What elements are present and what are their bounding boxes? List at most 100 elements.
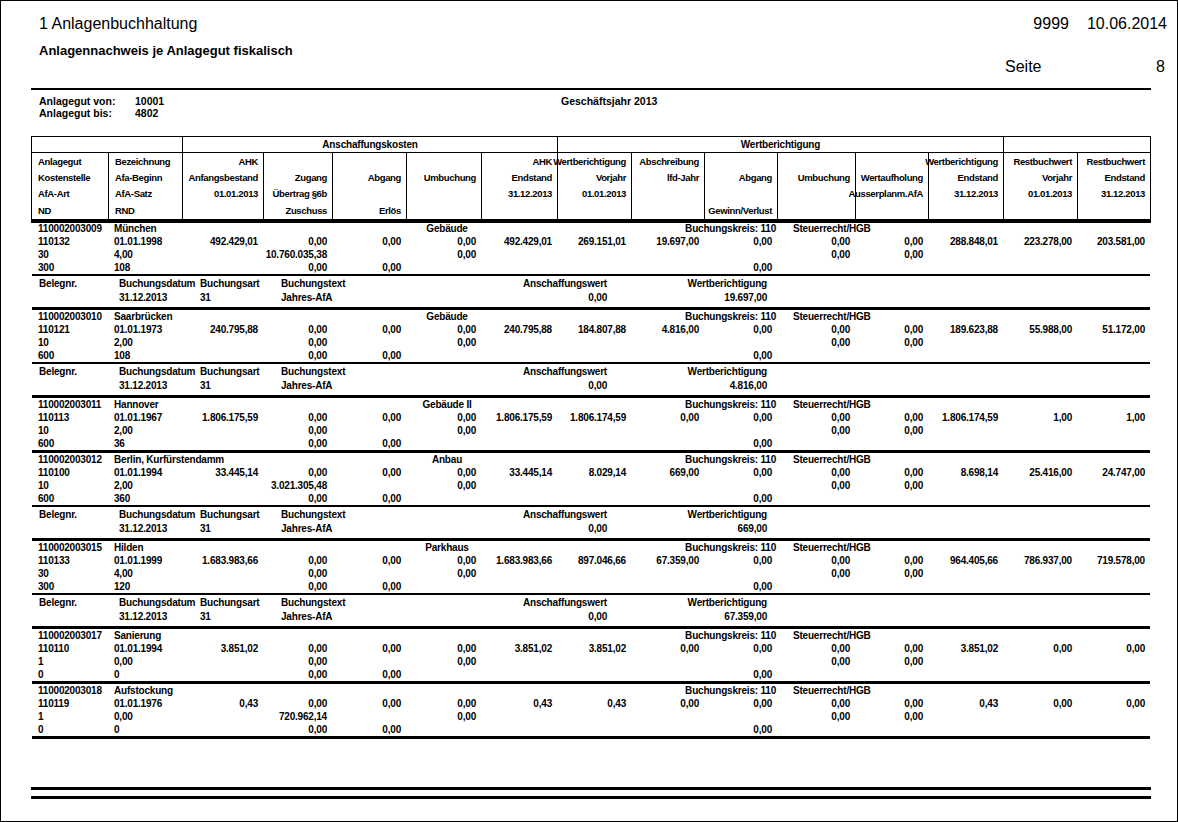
- cell-bezeichnung: 2,00: [108, 336, 182, 349]
- cell-ahk-anfangsbestand: 240.795,88: [182, 323, 263, 336]
- asset-title-row: 110002003011HannoverGebäude IIBuchungskr…: [32, 398, 1150, 411]
- cell-anlagegut: 10: [32, 479, 108, 492]
- cell-zugang: 0,00: [263, 411, 332, 424]
- column-header-line: Zuschuss: [264, 203, 327, 219]
- asset-data-row-3: 3001080,000,000,00: [32, 261, 1150, 274]
- asset-data-row-1: 11011001.01.19943.851,020,000,000,003.85…: [32, 642, 1150, 655]
- buchungskreis: Buchungskreis: 110: [631, 629, 777, 642]
- cell-zugang: 0,00: [263, 567, 332, 580]
- cell-ahk-anfangsbestand: [182, 336, 263, 349]
- cell-wb-endstand: [928, 261, 1003, 274]
- column-header-line: AHK: [183, 154, 258, 170]
- asset-data-row-3: 6003600,000,000,00: [32, 492, 1150, 505]
- asset-block-110002003017: 110002003017SanierungBuchungskreis: 110S…: [32, 629, 1150, 684]
- beleg-value-0: [32, 610, 119, 624]
- cell-ahk-anfangsbestand: [182, 437, 263, 450]
- cell-abschreibung: [631, 655, 704, 668]
- cell-wb-endstand: [928, 580, 1003, 593]
- column-header-line: [183, 203, 258, 219]
- cell-wb-vorjahr: 1.806.174,59: [557, 411, 631, 424]
- cell-wb-umbuchung: [777, 580, 855, 593]
- asset-data-row-3: 000,000,000,00: [32, 723, 1150, 736]
- cell-abschreibung: [631, 580, 704, 593]
- asset-data-row-3: 000,000,000,00: [32, 668, 1150, 681]
- report-subtitle: Anlagennachweis je Anlagegut fiskalisch: [39, 43, 293, 58]
- cell-bezeichnung: 0,00: [108, 655, 182, 668]
- column-header-line: Abschreibung: [632, 154, 699, 170]
- beleg-header-0: Belegnr.: [32, 365, 119, 379]
- beleg-subtable: Belegnr.BuchungsdatumBuchungsartBuchungs…: [32, 593, 1150, 629]
- cell-abgang: [332, 248, 406, 261]
- cell-umbuchung: [406, 437, 481, 450]
- column-header-line: 01.01.2013: [1004, 186, 1072, 202]
- cell-wb-vorjahr: [557, 492, 631, 505]
- column-header-line: [778, 186, 850, 202]
- cell-wb-vorjahr: [557, 336, 631, 349]
- cell-rbw-vorjahr: [1003, 424, 1077, 437]
- beleg-value-0: [32, 291, 119, 305]
- buchungskreis: Buchungskreis: 110: [631, 398, 777, 411]
- asset-id: 110002003010: [32, 310, 108, 323]
- cell-rbw-endstand: [1077, 479, 1150, 492]
- cell-ahk-endstand: [481, 261, 557, 274]
- cell-anlagegut: 110133: [32, 554, 108, 567]
- cell-wb-vorjahr: [557, 567, 631, 580]
- asset-data-row-3: 600360,000,000,00: [32, 437, 1150, 450]
- column-header-line: Restbuchwert: [1004, 154, 1072, 170]
- column-header-line: RND: [115, 203, 182, 219]
- beleg-value-2: 31: [200, 522, 281, 536]
- cell-rbw-endstand: [1077, 248, 1150, 261]
- column-header-line: AfA-Satz: [115, 186, 182, 202]
- cell-rbw-endstand: 24.747,00: [1077, 466, 1150, 479]
- cell-umbuchung: 0,00: [406, 411, 481, 424]
- column-header-wb-vorjahr: WertberichtigungVorjahr01.01.2013: [557, 153, 631, 219]
- cell-wb-vorjahr: 897.046,66: [557, 554, 631, 567]
- cell-abschreibung: 0,00: [631, 411, 704, 424]
- beleg-header-row: Belegnr.BuchungsdatumBuchungsartBuchungs…: [32, 596, 1150, 610]
- cell-abgang: 0,00: [332, 323, 406, 336]
- asset-data-row-2: 10,000,000,000,000,00: [32, 655, 1150, 668]
- cell-ahk-anfangsbestand: [182, 248, 263, 261]
- cell-wb-vorjahr: 3.851,02: [557, 642, 631, 655]
- cell-bezeichnung: 4,00: [108, 248, 182, 261]
- column-header-line: Anlagegut: [38, 154, 108, 170]
- cell-ahk-endstand: [481, 655, 557, 668]
- cell-ahk-endstand: [481, 580, 557, 593]
- column-header-ahk-anfangsbestand: AHKAnfangsbestand01.01.2013: [182, 153, 263, 219]
- asset-type: Gebäude: [263, 222, 631, 235]
- beleg-header-4: Anschaffungswert: [412, 508, 613, 522]
- asset-name: Aufstockung: [108, 684, 263, 697]
- cell-abschreibung: [631, 248, 704, 261]
- beleg-value-row: 31.12.201331Jahres-AfA0,0067.359,00: [32, 610, 1150, 624]
- column-header-line: Ausserplanm.AfA: [856, 186, 923, 202]
- cell-rbw-vorjahr: [1003, 710, 1077, 723]
- asset-name: Hilden: [108, 541, 263, 554]
- cell-ahk-endstand: 0,43: [481, 697, 557, 710]
- asset-title-row: 110002003012Berlin, KurfürstendammAnbauB…: [32, 453, 1150, 466]
- cell-bezeichnung: 01.01.1976: [108, 697, 182, 710]
- column-header-wertaufholung: WertaufholungAusserplanm.AfA: [855, 153, 928, 219]
- beleg-value-4: 0,00: [412, 610, 613, 624]
- beleg-header-row: Belegnr.BuchungsdatumBuchungsartBuchungs…: [32, 508, 1150, 522]
- rechtsnorm: Steuerrecht/HGB: [777, 629, 1003, 642]
- cell-wb-abgang: [704, 424, 777, 437]
- cell-anlagegut: 110110: [32, 642, 108, 655]
- beleg-value-3: Jahres-AfA: [281, 610, 412, 624]
- asset-name: Saarbrücken: [108, 310, 263, 323]
- asset-type: [263, 684, 631, 697]
- column-header-line: [264, 154, 327, 170]
- beleg-header-3: Buchungstext: [281, 596, 412, 610]
- cell-wb-abgang: 0,00: [704, 466, 777, 479]
- cell-wb-vorjahr: [557, 261, 631, 274]
- cell-abschreibung: [631, 261, 704, 274]
- filter-row-bis: Anlagegut bis: 4802: [39, 107, 164, 119]
- beleg-header-1: Buchungsdatum: [119, 365, 200, 379]
- buchungskreis: Buchungskreis: 110: [631, 541, 777, 554]
- cell-bezeichnung: 2,00: [108, 479, 182, 492]
- cell-abschreibung: [631, 479, 704, 492]
- cell-zugang: 0,00: [263, 349, 332, 362]
- cell-bezeichnung: 360: [108, 492, 182, 505]
- column-header-line: [705, 154, 772, 170]
- cell-umbuchung: 0,00: [406, 479, 481, 492]
- column-header-line: [407, 203, 476, 219]
